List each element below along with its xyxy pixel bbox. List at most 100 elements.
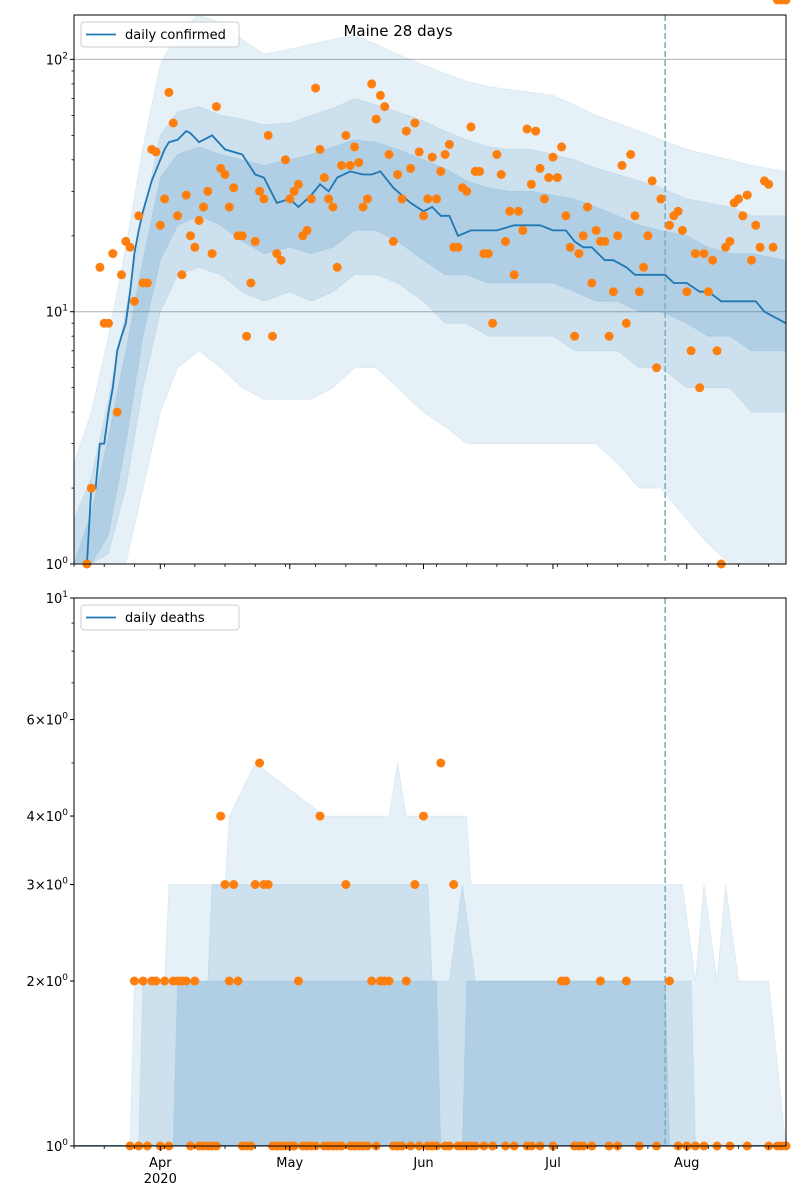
data-point (544, 173, 554, 183)
data-point (129, 296, 139, 306)
data-point (337, 160, 346, 170)
legend: daily deaths (80, 604, 240, 631)
data-point (224, 202, 234, 212)
data-point (583, 202, 592, 212)
data-point (578, 231, 588, 241)
data-point (332, 262, 342, 272)
data-point (738, 211, 748, 221)
confirmed-panel: 100 101 102 daily confirmed (46, 0, 791, 573)
data-point (168, 118, 178, 128)
data-point (617, 160, 627, 170)
data-point (315, 811, 325, 821)
x-tick-label: Jun (412, 1156, 433, 1171)
axes-frame (73, 14, 787, 565)
axes-frame (73, 597, 787, 1147)
data-point (604, 331, 614, 341)
data-point (436, 758, 446, 768)
chart-title: Maine 28 days (343, 22, 452, 40)
x-tick-label: Jul (544, 1156, 561, 1171)
data-point (173, 211, 183, 221)
data-point (117, 270, 126, 280)
legend-box (80, 604, 240, 631)
data-point (259, 194, 269, 204)
data-point (440, 150, 450, 159)
data-point (341, 130, 351, 140)
data-point (695, 383, 705, 393)
data-point (414, 147, 424, 157)
legend-box (80, 21, 240, 48)
data-point (229, 880, 239, 889)
data-point (751, 220, 761, 230)
data-point (501, 236, 510, 246)
data-point (177, 270, 187, 280)
y-tick-label: 4×100 (27, 808, 69, 825)
data-point (397, 194, 407, 204)
data-point (677, 225, 687, 235)
data-point (747, 255, 756, 265)
data-point (419, 811, 428, 821)
data-point (453, 242, 463, 252)
data-point (531, 126, 541, 136)
data-point (548, 152, 558, 162)
data-point (419, 211, 428, 221)
data-point (634, 287, 644, 297)
data-point (216, 811, 226, 821)
y-tick-label: 2×100 (27, 973, 69, 990)
data-point (134, 211, 144, 221)
data-point (686, 346, 696, 356)
data-point (371, 114, 381, 124)
data-point (289, 186, 299, 196)
data-point (427, 152, 437, 162)
y-tick-label: 101 (46, 590, 68, 607)
data-point (293, 179, 303, 189)
data-point (306, 194, 316, 204)
data-point (764, 179, 774, 189)
data-point (341, 880, 351, 889)
data-point (250, 236, 260, 246)
data-point (608, 287, 618, 297)
data-point (621, 318, 631, 328)
data-point (233, 976, 243, 986)
x-tick-label: Apr (149, 1156, 172, 1171)
data-point (561, 976, 571, 986)
legend-label: daily confirmed (125, 28, 226, 43)
data-point (138, 976, 148, 986)
y-tick-label: 102 (46, 51, 68, 68)
plot-area (74, 598, 786, 1146)
data-point (142, 278, 152, 288)
data-point (734, 194, 743, 204)
data-point (199, 202, 208, 212)
data-point (673, 206, 683, 216)
data-point (358, 202, 368, 212)
data-point (781, 0, 791, 5)
data-point (285, 194, 295, 204)
data-point (393, 170, 403, 179)
data-point (268, 331, 277, 341)
data-point (324, 194, 334, 204)
data-point (388, 236, 398, 246)
outer-uncertainty-band (74, 15, 786, 564)
data-point (526, 179, 536, 189)
y-tick-label: 3×100 (27, 877, 69, 894)
data-point (384, 976, 394, 986)
data-point (449, 880, 459, 889)
data-point (311, 83, 321, 93)
data-point (552, 173, 562, 183)
data-point (574, 249, 584, 259)
data-point (518, 225, 528, 235)
y-tick-label: 100 (46, 556, 69, 573)
inner-uncertainty-band (74, 139, 786, 564)
data-point (250, 880, 260, 889)
data-point (690, 249, 700, 259)
data-point (224, 976, 234, 986)
data-point (496, 170, 506, 179)
data-point (151, 976, 161, 986)
data-point (682, 287, 692, 297)
data-point (263, 880, 273, 889)
data-point (665, 976, 674, 986)
plot-area (74, 15, 786, 564)
data-point (652, 363, 661, 373)
data-point (354, 158, 364, 168)
data-point (302, 225, 312, 235)
